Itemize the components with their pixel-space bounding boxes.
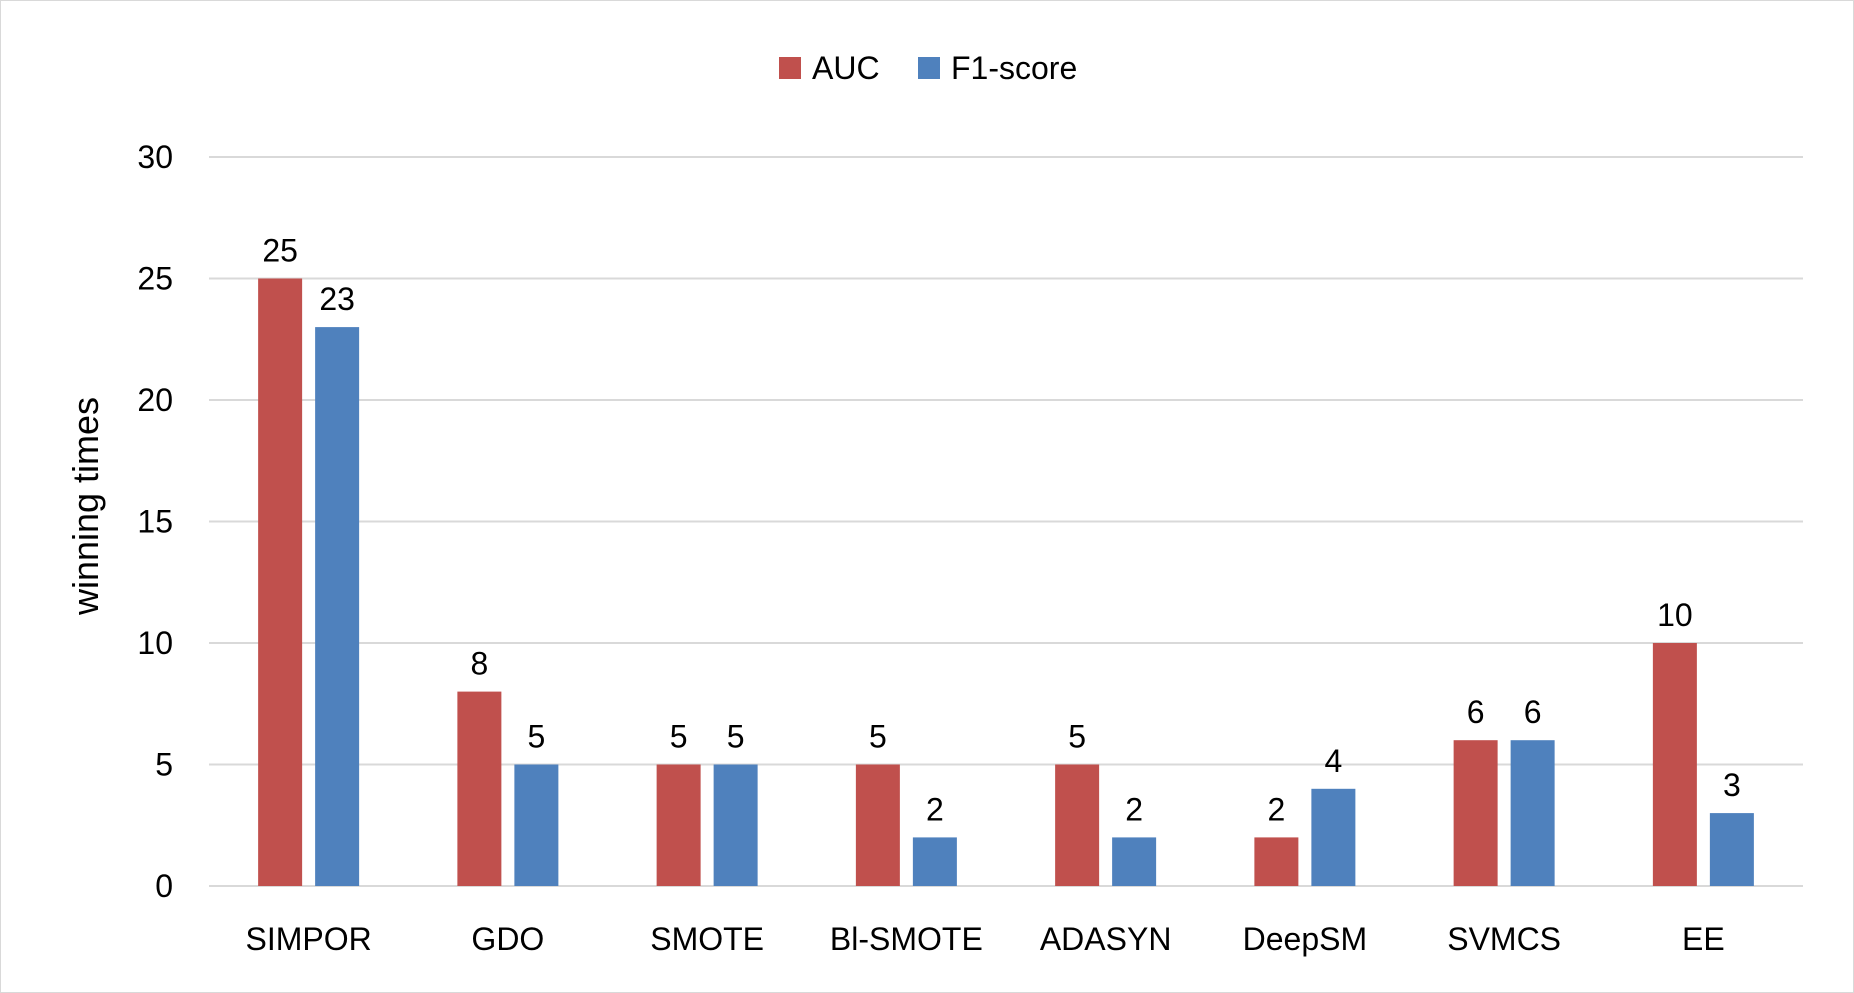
- x-category-label: SIMPOR: [246, 921, 372, 957]
- y-axis-ticks: 0 5 10 15 20 25 30: [137, 139, 173, 904]
- legend-swatch-f1-score: [918, 57, 940, 79]
- bars: [258, 278, 1754, 887]
- y-tick-label: 10: [137, 625, 173, 661]
- x-category-label: SMOTE: [650, 921, 764, 957]
- legend-label: AUC: [812, 50, 880, 86]
- bar-auc-ee: [1652, 643, 1697, 886]
- bar-auc-bl-smote: [855, 764, 900, 886]
- bar-f1-score-gdo: [514, 764, 559, 886]
- x-category-label: Bl-SMOTE: [830, 921, 983, 957]
- y-tick-label: 15: [137, 504, 173, 540]
- data-label: 8: [470, 646, 488, 682]
- bar-auc-smote: [656, 764, 701, 886]
- data-label: 2: [1125, 791, 1143, 827]
- data-label: 2: [926, 791, 944, 827]
- legend-swatch-auc: [779, 57, 801, 79]
- x-category-label: ADASYN: [1040, 921, 1172, 957]
- bar-auc-svmcs: [1453, 740, 1498, 886]
- y-tick-label: 25: [137, 261, 173, 297]
- data-label: 3: [1723, 767, 1741, 803]
- y-axis-title: winning times: [65, 397, 106, 616]
- data-label: 5: [670, 719, 688, 755]
- bar-f1-score-simpor: [315, 327, 360, 887]
- x-category-label: EE: [1682, 921, 1725, 957]
- legend: AUC F1-score: [779, 50, 1077, 86]
- bar-f1-score-bl-smote: [912, 837, 957, 886]
- data-label: 2: [1267, 791, 1285, 827]
- x-category-label: SVMCS: [1447, 921, 1561, 957]
- gridlines: [209, 156, 1803, 887]
- bar-f1-score-svmcs: [1510, 740, 1555, 886]
- data-label: 4: [1324, 743, 1342, 779]
- data-label: 6: [1524, 694, 1542, 730]
- y-tick-label: 30: [137, 139, 173, 175]
- x-category-label: DeepSM: [1243, 921, 1368, 957]
- bar-f1-score-adasyn: [1112, 837, 1157, 886]
- y-tick-label: 5: [155, 747, 173, 783]
- data-label: 5: [869, 719, 887, 755]
- y-tick-label: 0: [155, 868, 173, 904]
- data-label: 10: [1657, 597, 1693, 633]
- y-tick-label: 20: [137, 382, 173, 418]
- bar-auc-deepsm: [1254, 837, 1299, 886]
- data-label: 25: [262, 233, 298, 269]
- data-label: 5: [727, 719, 745, 755]
- bar-auc-simpor: [258, 278, 303, 886]
- bar-f1-score-deepsm: [1311, 788, 1356, 886]
- x-axis-category-labels: SIMPOR GDO SMOTE Bl-SMOTE ADASYN DeepSM SVMCS E…: [246, 921, 1725, 957]
- data-label: 6: [1467, 694, 1485, 730]
- data-label: 23: [319, 281, 355, 317]
- bar-f1-score-smote: [713, 764, 758, 886]
- bar-auc-adasyn: [1055, 764, 1100, 886]
- data-label: 5: [527, 719, 545, 755]
- data-label: 5: [1068, 719, 1086, 755]
- legend-label: F1-score: [951, 50, 1077, 86]
- x-category-label: GDO: [471, 921, 544, 957]
- bar-f1-score-ee: [1709, 813, 1754, 886]
- bar-auc-gdo: [457, 691, 502, 886]
